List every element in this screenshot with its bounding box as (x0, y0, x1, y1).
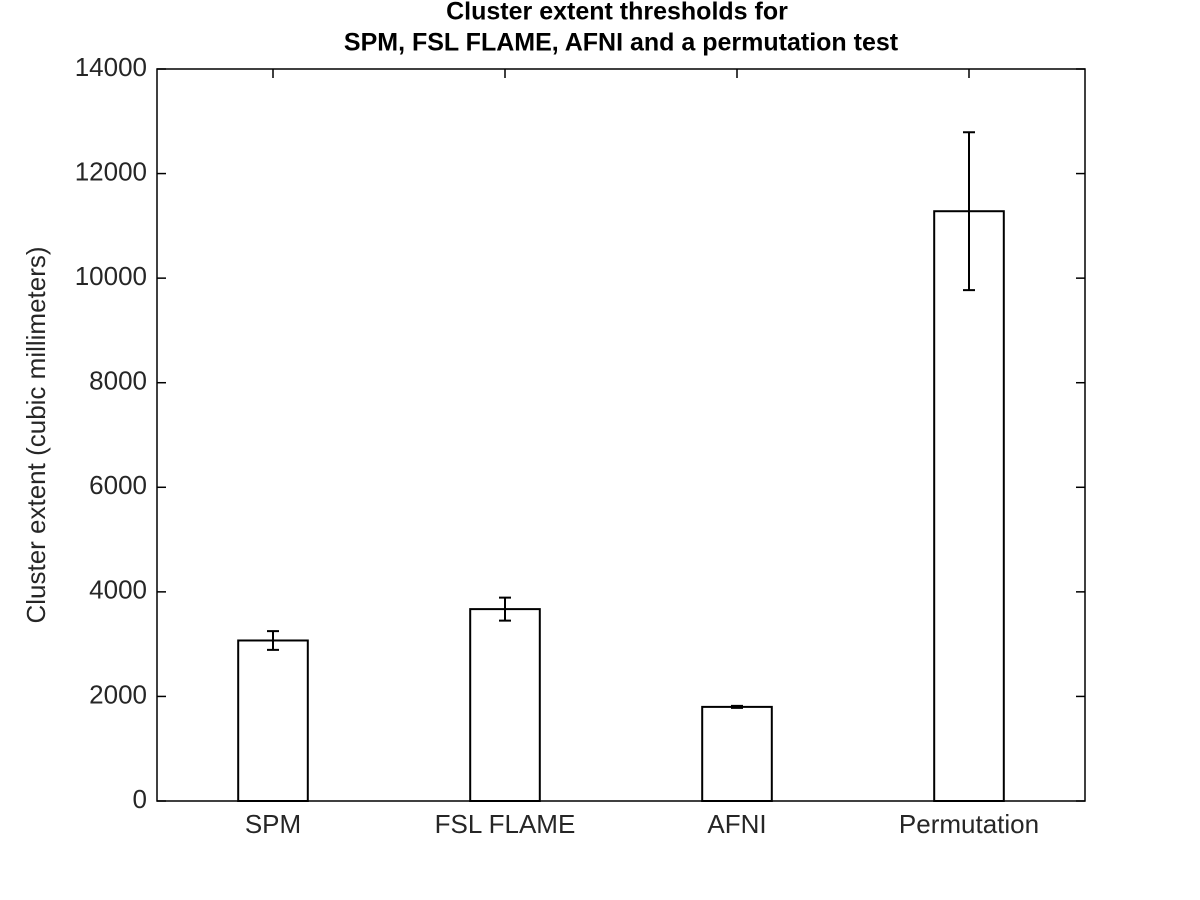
y-tick-label: 10000 (75, 261, 147, 291)
y-tick-label: 14000 (75, 52, 147, 82)
plot-frame (156, 68, 1086, 802)
error-bar (499, 596, 511, 622)
error-bar (731, 704, 743, 709)
y-tick-label: 4000 (89, 575, 147, 605)
chart-title: Cluster extent thresholds for (446, 0, 788, 26)
bar (933, 210, 1005, 802)
x-tick-label: FSL FLAME (435, 809, 576, 839)
bar (701, 705, 773, 803)
x-tick-label: SPM (245, 809, 301, 839)
x-tick-label: Permutation (899, 809, 1039, 839)
error-bar (267, 630, 279, 651)
y-tick-label: 0 (133, 784, 147, 814)
y-tick-label: 2000 (89, 679, 147, 709)
bar (237, 639, 309, 802)
error-bar (963, 131, 975, 292)
x-tick-label: AFNI (707, 809, 766, 839)
y-tick-label: 6000 (89, 470, 147, 500)
bar (469, 608, 541, 803)
chart-title: SPM, FSL FLAME, AFNI and a permutation t… (344, 29, 899, 57)
y-tick-label: 8000 (89, 366, 147, 396)
y-axis-label: Cluster extent (cubic millimeters) (21, 246, 51, 623)
y-tick-label: 12000 (75, 156, 147, 186)
